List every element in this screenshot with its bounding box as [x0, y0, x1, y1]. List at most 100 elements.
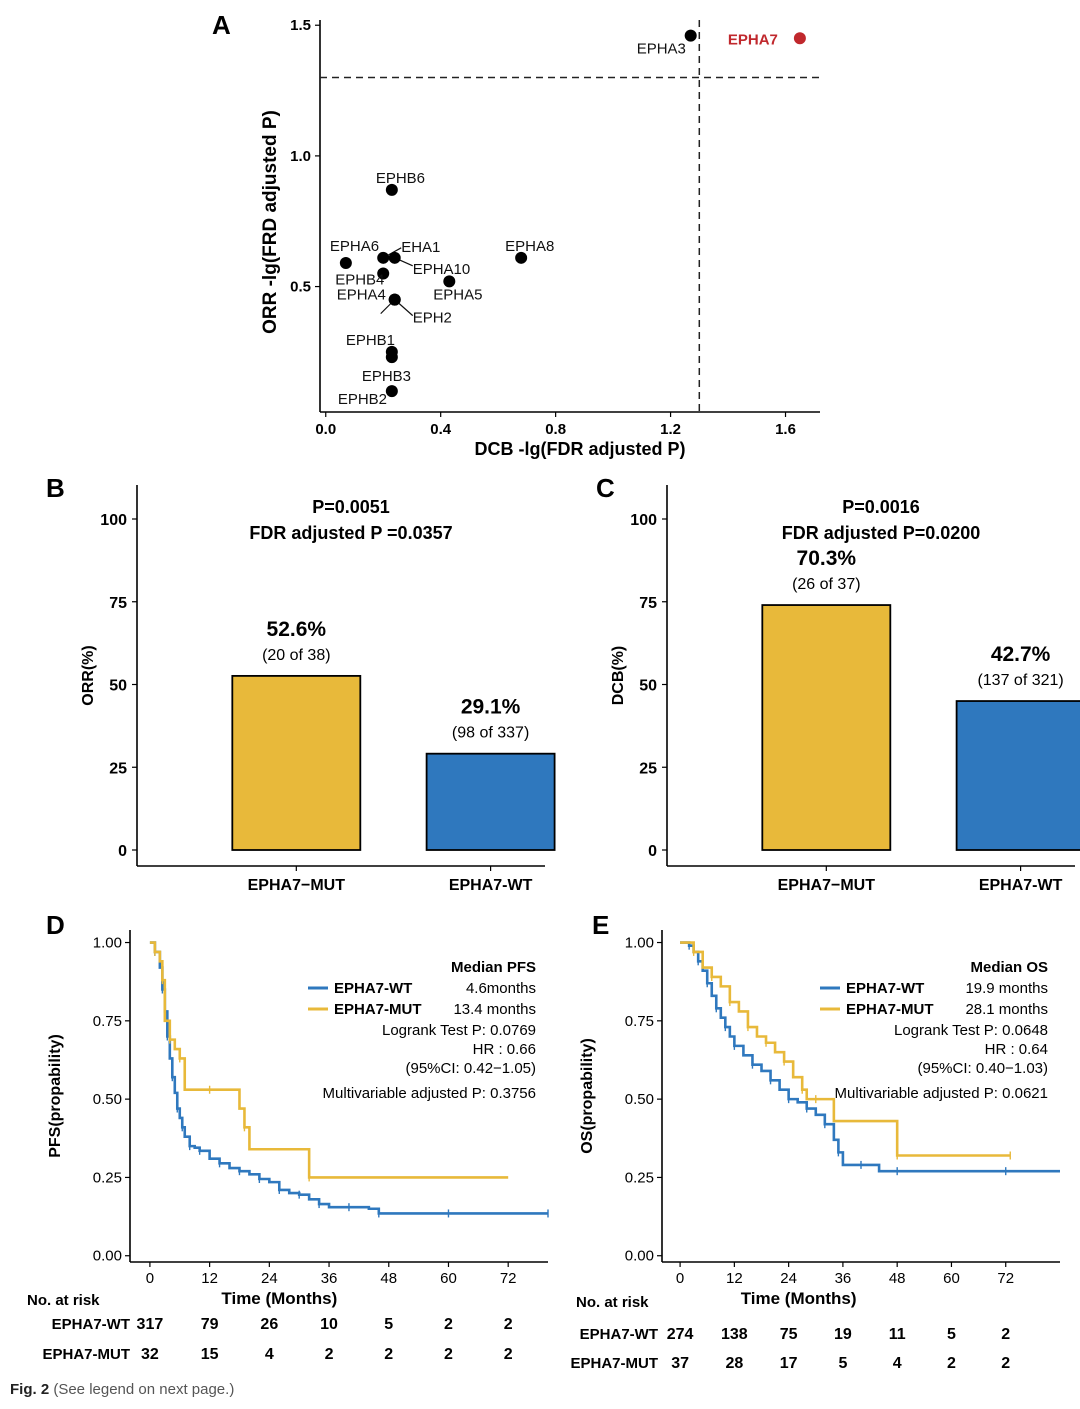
y-tick-label: 0.5: [290, 279, 311, 296]
bar-percent-label: 52.6%: [267, 618, 327, 641]
scatter-point: [388, 251, 401, 264]
x-tick-label: 0: [146, 1270, 154, 1287]
risk-count: 138: [721, 1326, 748, 1343]
x-tick-label: 1.2: [660, 421, 681, 438]
risk-count: 28: [725, 1355, 743, 1372]
y-tick-label: 0.25: [93, 1169, 122, 1186]
p-value-label: P=0.0051: [312, 497, 390, 517]
risk-table-title: No. at risk: [27, 1292, 100, 1309]
y-axis-title: ORR(%): [80, 645, 97, 705]
y-tick-label: 25: [109, 760, 127, 777]
figure-caption: Fig. 2 (See legend on next page.): [10, 1381, 234, 1398]
multivariable-p-label: Multivariable adjusted P: 0.3756: [323, 1085, 536, 1102]
legend-series-name: EPHA7-MUT: [334, 1001, 422, 1018]
bar-mut: [231, 674, 362, 851]
panel-letter: B: [46, 473, 65, 503]
x-tick-label: 24: [261, 1270, 278, 1287]
y-tick-label: 75: [109, 595, 127, 612]
scatter-point: [377, 267, 390, 280]
y-tick-label: 1.0: [290, 148, 311, 165]
risk-count: 32: [141, 1346, 159, 1363]
scatter-point: [377, 251, 390, 264]
risk-count: 274: [667, 1326, 694, 1343]
x-axis-title: DCB -lg(FDR adjusted P): [475, 439, 686, 459]
km-curve-mut: [149, 941, 509, 1179]
point-label: EPHA10: [413, 261, 471, 278]
risk-count: 317: [137, 1316, 164, 1333]
x-tick-label: 36: [321, 1270, 338, 1287]
point-label: EHA1: [401, 239, 440, 256]
x-tick-label: 60: [440, 1270, 457, 1287]
y-tick-label: 1.5: [290, 17, 311, 34]
x-axis-title: Time (Months): [221, 1289, 337, 1308]
legend-series-name: EPHA7-MUT: [846, 1001, 934, 1018]
risk-count: 17: [780, 1355, 798, 1372]
risk-count: 4: [265, 1346, 274, 1363]
point-label: EPHB2: [338, 391, 387, 408]
point-label: EPHA4: [337, 287, 386, 304]
scatter-point: [684, 29, 697, 42]
legend-median-value: 28.1 months: [965, 1001, 1048, 1018]
y-axis-title: ORR -lg(FRD adjusted P): [260, 110, 281, 334]
bar-wt: [955, 700, 1080, 851]
panel-a-scatter: A 0.0 0.4 0.8 1.2 1.6 0.5 1.0 1.5 DCB -lg(FDR adj…: [212, 10, 820, 459]
legend-series-name: EPHA7-WT: [846, 980, 924, 997]
risk-count: 19: [834, 1326, 852, 1343]
x-tick-label: 72: [997, 1270, 1014, 1287]
scatter-point: [443, 275, 456, 288]
bar-count-label: (26 of 37): [792, 576, 860, 593]
y-tick-label: 0: [648, 843, 657, 860]
point-label: EPH2: [413, 310, 452, 327]
y-tick-label: 1.00: [625, 935, 654, 952]
risk-count: 2: [444, 1346, 453, 1363]
point-label: EPHB1: [346, 332, 395, 349]
risk-count: 4: [893, 1355, 902, 1372]
x-tick-label: 1.6: [775, 421, 796, 438]
scatter-point: [385, 385, 398, 398]
risk-count: 2: [1001, 1326, 1010, 1343]
panel-letter: E: [592, 910, 609, 940]
risk-count: 2: [504, 1346, 513, 1363]
point-label: EPHA7: [728, 31, 778, 48]
panel-letter: C: [596, 473, 615, 503]
legend-median-value: 4.6months: [466, 980, 536, 997]
risk-count: 11: [889, 1326, 906, 1343]
y-tick-label: 0.75: [625, 1013, 654, 1030]
risk-count: 2: [504, 1316, 513, 1333]
km-curve-mut: [680, 941, 1011, 1157]
risk-count: 15: [201, 1346, 219, 1363]
confidence-interval-label: (95%CI: 0.40−1.03): [918, 1060, 1049, 1077]
risk-row-label: EPHA7-WT: [580, 1326, 658, 1343]
bar-wt: [425, 752, 556, 851]
scatter-point: [339, 257, 352, 270]
legend-median-value: 19.9 months: [965, 980, 1048, 997]
bar-percent-label: 70.3%: [797, 547, 857, 570]
risk-table-title: No. at risk: [576, 1294, 649, 1311]
caption-label: Fig. 2: [10, 1381, 50, 1398]
y-tick-label: 0.75: [93, 1013, 122, 1030]
x-tick-label: 36: [835, 1270, 852, 1287]
x-tick-label: 12: [726, 1270, 743, 1287]
x-tick-label: 48: [380, 1270, 397, 1287]
scatter-point: [385, 183, 398, 196]
hazard-ratio-label: HR : 0.64: [985, 1041, 1048, 1058]
risk-row-label: EPHA7-MUT: [570, 1355, 658, 1372]
legend-title: Median OS: [970, 959, 1048, 976]
y-tick-label: 0.25: [625, 1169, 654, 1186]
x-tick-label: 0.0: [315, 421, 336, 438]
point-label: EPHA6: [330, 238, 379, 255]
x-tick-label: 24: [780, 1270, 797, 1287]
risk-count: 2: [444, 1316, 453, 1333]
x-tick-label: EPHA7-WT: [449, 877, 533, 894]
point-label: EPHA5: [433, 286, 482, 303]
fdr-p-value-label: FDR adjusted P =0.0357: [249, 523, 452, 543]
panel-c-dcb-bars: C 0 25 50 75 100 DCB(%) P=0.0016 FDR adjusted P=…: [596, 473, 1080, 894]
risk-count: 2: [384, 1346, 393, 1363]
point-label: EPHA3: [637, 41, 686, 58]
confidence-interval-label: (95%CI: 0.42−1.05): [406, 1060, 537, 1077]
risk-count: 26: [260, 1316, 278, 1333]
scatter-point: [385, 351, 398, 364]
